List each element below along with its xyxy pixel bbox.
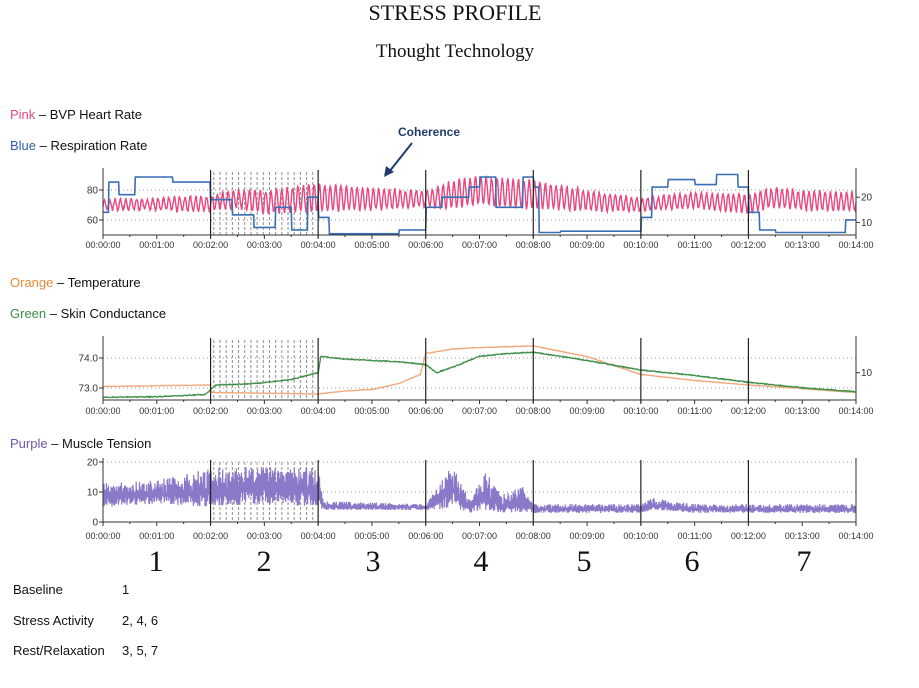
legend-color-word: Purple	[10, 436, 48, 451]
y-tick-label-right: 10	[861, 368, 873, 379]
x-tick-label: 00:14:00	[838, 406, 873, 416]
x-tick-label: 00:04:00	[301, 406, 336, 416]
x-tick-label: 00:03:00	[247, 531, 282, 541]
page-subtitle: Thought Technology	[375, 41, 535, 62]
y-tick-label-left: 0	[92, 518, 98, 529]
segment-number: 6	[684, 545, 700, 578]
chart-panel-1: 00:00:00 00:01:00 00:02:00 00:03:00 00:04:00…	[85, 168, 874, 250]
x-tick-label: 00:00:00	[85, 531, 120, 541]
series-line-respiration-rate	[103, 173, 856, 235]
series-line-skin-conductance	[102, 351, 856, 399]
x-tick-label: 00:07:00	[462, 406, 497, 416]
x-tick-label: 00:11:00	[677, 240, 711, 250]
legend-color-word: Blue	[10, 138, 37, 153]
chart-panel-3: 00:00:00 00:01:00 00:02:00 00:03:00 00:04:00…	[85, 458, 873, 542]
x-tick-label: 00:09:00	[570, 240, 605, 250]
x-tick-label: 00:07:00	[462, 240, 497, 250]
page-title: STRESS PROFILE	[368, 0, 542, 25]
legend-color-word: Orange	[10, 275, 54, 290]
legend-muscle-tension: Purple – Muscle Tension	[10, 436, 151, 451]
y-tick-label-left: 73.0	[79, 384, 99, 395]
x-tick-label: 00:14:00	[838, 240, 873, 250]
segment-number: 7	[796, 545, 812, 578]
segment-number: 3	[365, 545, 381, 578]
legend-text: – BVP Heart Rate	[35, 107, 143, 122]
segment-number: 4	[473, 545, 489, 578]
x-tick-label: 00:03:00	[247, 240, 282, 250]
x-tick-label: 00:00:00	[85, 240, 120, 250]
x-tick-label: 00:12:00	[731, 240, 766, 250]
x-tick-label: 00:13:00	[785, 406, 820, 416]
x-tick-label: 00:00:00	[85, 406, 120, 416]
x-tick-label: 00:13:00	[785, 240, 820, 250]
legend-text: – Muscle Tension	[47, 436, 152, 451]
x-tick-label: 00:08:00	[516, 531, 551, 541]
x-tick-label: 00:11:00	[677, 406, 711, 416]
legend-color-word: Green	[10, 306, 47, 321]
x-tick-label: 00:12:00	[731, 531, 766, 541]
series-line-muscle-tension	[102, 467, 857, 514]
legend-respiration: Blue – Respiration Rate	[10, 138, 147, 153]
x-tick-label: 00:09:00	[570, 531, 605, 541]
x-tick-label: 00:06:00	[408, 406, 443, 416]
x-tick-label: 00:03:00	[247, 406, 282, 416]
legend-skin-conductance: Green – Skin Conductance	[10, 306, 166, 321]
y-tick-label-left: 74.0	[79, 354, 99, 365]
x-tick-label: 00:10:00	[623, 240, 658, 250]
x-tick-label: 00:11:00	[677, 531, 711, 541]
legend-temperature: Orange – Temperature	[10, 275, 141, 290]
x-tick-label: 00:01:00	[139, 531, 174, 541]
coherence-annotation: Coherence	[398, 125, 461, 139]
legend-text: – Respiration Rate	[36, 138, 148, 153]
phase-label-baseline: Baseline	[13, 582, 63, 597]
x-tick-label: 00:06:00	[408, 531, 443, 541]
coherence-arrow-icon	[388, 142, 413, 173]
x-tick-label: 00:02:00	[193, 406, 228, 416]
x-tick-label: 00:05:00	[354, 406, 389, 416]
x-tick-label: 00:01:00	[139, 406, 174, 416]
y-tick-label-right: 20	[861, 193, 873, 204]
phase-label-stress: Stress Activity	[13, 613, 94, 628]
x-tick-label: 00:12:00	[731, 406, 766, 416]
x-tick-label: 00:07:00	[462, 531, 497, 541]
segment-number: 5	[576, 545, 592, 578]
x-tick-label: 00:05:00	[354, 531, 389, 541]
y-tick-label-left: 80	[87, 186, 99, 197]
y-tick-label-left: 60	[87, 216, 99, 227]
x-tick-label: 00:04:00	[301, 240, 336, 250]
x-tick-label: 00:13:00	[785, 531, 820, 541]
y-tick-label-left: 20	[87, 458, 99, 469]
chart-panel-2: 00:00:00 00:01:00 00:02:00 00:03:00 00:04:00…	[79, 336, 874, 416]
x-tick-label: 00:02:00	[193, 240, 228, 250]
segment-number: 2	[256, 545, 272, 578]
phase-value-baseline: 1	[122, 582, 130, 597]
x-tick-label: 00:14:00	[838, 531, 873, 541]
legend-text: – Temperature	[53, 275, 141, 290]
phase-value-stress: 2, 4, 6	[122, 613, 159, 628]
legend-heart-rate: Pink – BVP Heart Rate	[10, 107, 142, 122]
x-tick-label: 00:08:00	[516, 406, 551, 416]
phase-value-rest: 3, 5, 7	[122, 643, 159, 658]
coherence-arrowhead-icon	[384, 166, 394, 177]
x-tick-label: 00:10:00	[623, 531, 658, 541]
legend-color-word: Pink	[10, 107, 36, 122]
x-tick-label: 00:06:00	[408, 240, 443, 250]
x-tick-label: 00:08:00	[516, 240, 551, 250]
series-line-temperature	[103, 344, 857, 396]
y-tick-label-left: 10	[87, 488, 99, 499]
x-tick-label: 00:04:00	[301, 531, 336, 541]
x-tick-label: 00:09:00	[570, 406, 605, 416]
series-line-heart-rate	[102, 175, 857, 215]
x-tick-label: 00:10:00	[623, 406, 658, 416]
phase-label-rest: Rest/Relaxation	[13, 643, 105, 658]
y-tick-label-right: 10	[861, 218, 873, 229]
x-tick-label: 00:02:00	[193, 531, 228, 541]
x-tick-label: 00:01:00	[139, 240, 174, 250]
x-tick-label: 00:05:00	[354, 240, 389, 250]
legend-text: – Skin Conductance	[46, 306, 167, 321]
segment-number: 1	[148, 545, 164, 578]
